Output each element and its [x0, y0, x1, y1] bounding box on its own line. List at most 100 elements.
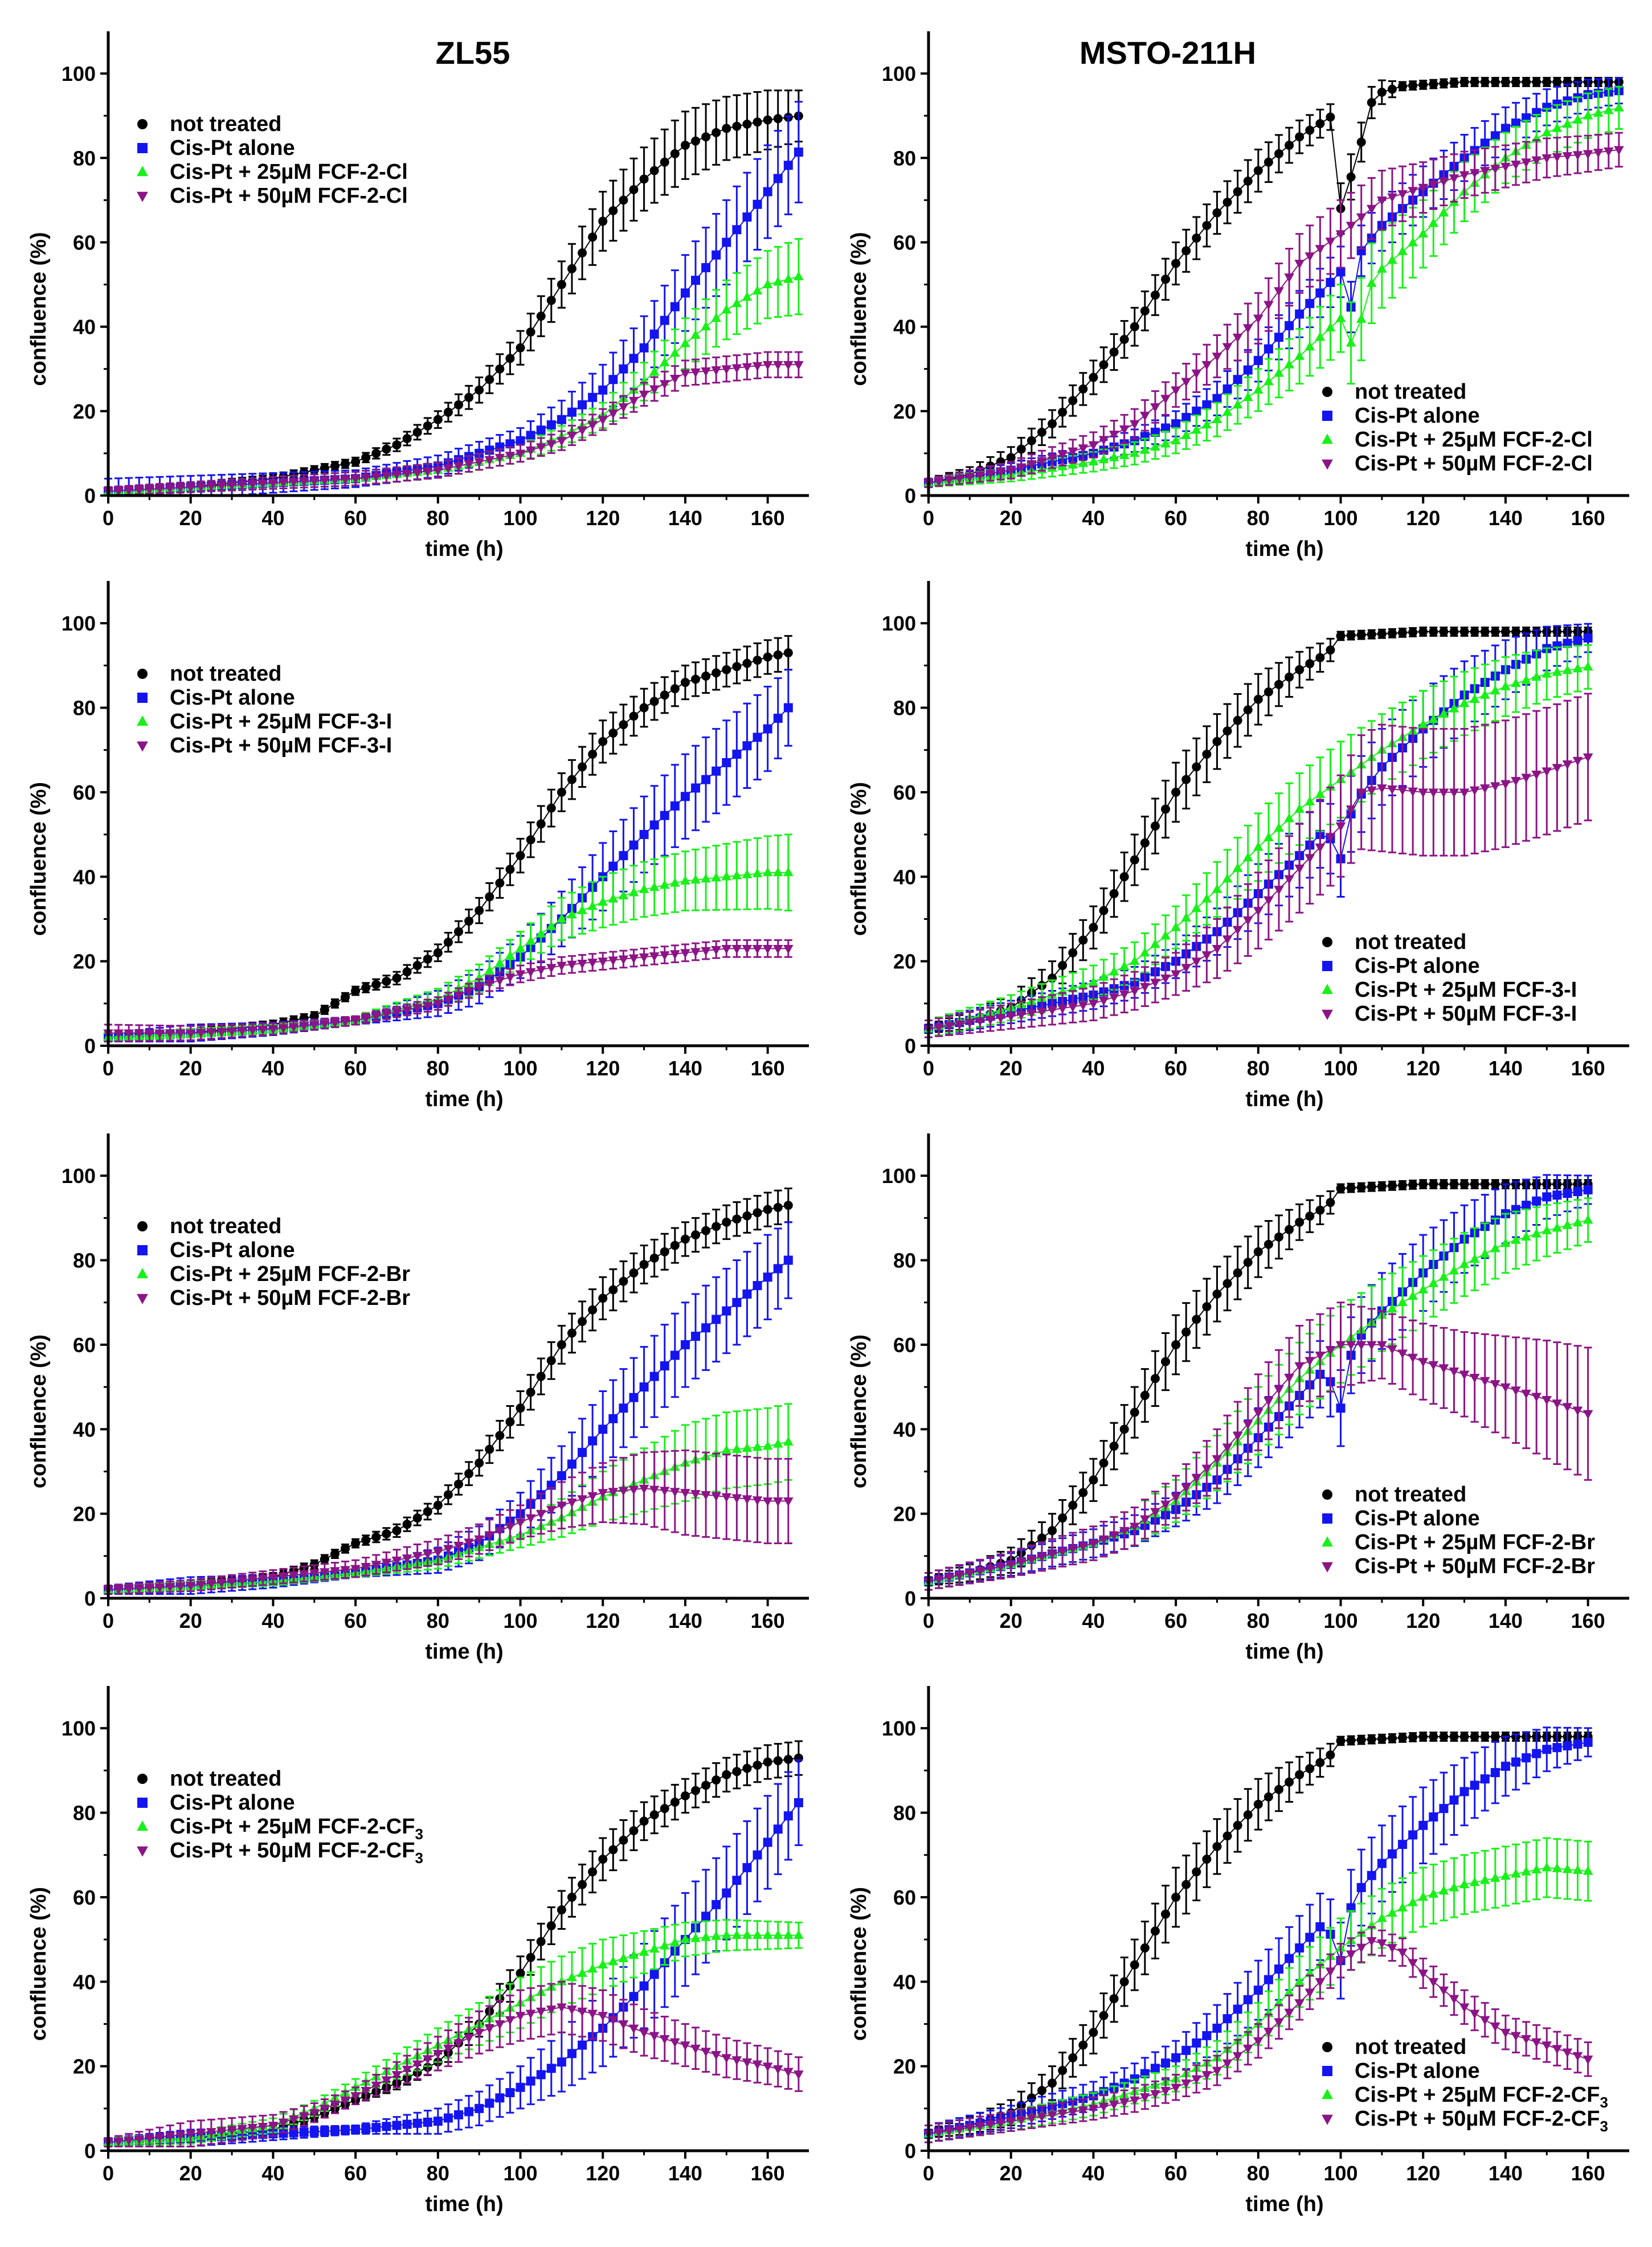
data-point [422, 1002, 433, 1012]
data-point [680, 338, 690, 347]
column-title-zl55: ZL55 [436, 35, 510, 71]
data-point [794, 271, 804, 281]
data-point [144, 485, 155, 495]
legend-marker [1322, 459, 1333, 470]
data-point [944, 476, 954, 485]
data-point [309, 477, 320, 486]
x-tick-label: 60 [344, 506, 367, 530]
data-point [371, 1012, 382, 1022]
data-point [505, 452, 516, 461]
legend-marker [1322, 433, 1333, 444]
y-tick-label: 80 [73, 697, 96, 720]
data-point [1469, 786, 1480, 796]
legend-label: Cis-Pt + 50µM FCF-3-I [1355, 1002, 1577, 1026]
data-point [1438, 788, 1449, 798]
data-point [113, 487, 124, 497]
data-point [1583, 661, 1593, 671]
data-point [772, 361, 783, 370]
data-point [680, 369, 690, 379]
chart-panel-2: 0 20 40 60 80 100 0 20 40 60 80 100 120 140 160 time (h… [847, 31, 1629, 561]
data-point [257, 1025, 268, 1035]
data-point [1583, 753, 1593, 763]
data-point [680, 949, 690, 959]
data-point [525, 446, 536, 456]
data-point [525, 968, 536, 977]
data-point [330, 1018, 340, 1028]
data-point [783, 648, 793, 658]
data-point [608, 956, 619, 966]
data-point [1181, 912, 1192, 922]
legend-marker [137, 715, 148, 726]
data-point [742, 944, 753, 954]
data-point [227, 1027, 237, 1037]
data-point [557, 961, 567, 971]
data-point [1604, 105, 1614, 114]
legend-marker [137, 693, 148, 703]
data-point [783, 361, 794, 370]
data-point [1449, 788, 1459, 798]
data-point [1016, 463, 1027, 473]
data-point [391, 1008, 402, 1018]
legend-label: not treated [170, 112, 281, 136]
data-point [711, 366, 722, 376]
data-point [1614, 146, 1624, 155]
data-point [227, 481, 237, 491]
data-point [1583, 150, 1593, 159]
data-point [1129, 448, 1140, 457]
data-point [783, 273, 794, 283]
data-point [934, 477, 944, 487]
data-point [618, 955, 629, 965]
data-point [320, 1020, 330, 1029]
data-point [1531, 770, 1542, 780]
y-tick-label: 20 [893, 950, 916, 973]
data-point [1593, 107, 1604, 117]
series-4-group [103, 351, 804, 497]
data-point [985, 469, 996, 479]
legend-item: not treated [1322, 930, 1466, 954]
data-point [1078, 1001, 1089, 1011]
y-axis-label: confluence (%) [847, 782, 871, 936]
data-point [762, 867, 773, 877]
x-tick-label: 140 [1489, 1057, 1523, 1080]
x-axis-label: time (h) [1245, 537, 1323, 561]
x-tick-label: 160 [1571, 1057, 1605, 1080]
data-point [443, 464, 453, 474]
data-point [278, 478, 289, 488]
legend-marker [137, 166, 148, 177]
data-point [1242, 916, 1253, 926]
data-point [1335, 822, 1346, 832]
data-point [752, 362, 763, 371]
data-point [1294, 803, 1305, 813]
data-point [1377, 784, 1387, 794]
data-point [1531, 156, 1542, 166]
data-point [1397, 190, 1408, 199]
legend-label: Cis-Pt + 25µM FCF-3-I [1355, 978, 1577, 1002]
data-point [484, 980, 495, 989]
data-point [649, 882, 660, 891]
data-point [1263, 832, 1274, 842]
data-point [1212, 353, 1222, 362]
data-point [1253, 907, 1263, 916]
data-point [1274, 822, 1284, 832]
data-point [1098, 454, 1109, 464]
series-1-group [104, 89, 803, 497]
x-tick-label: 40 [1082, 1057, 1105, 1080]
data-point [1490, 165, 1500, 174]
legend-marker [1322, 411, 1332, 421]
data-point [1027, 1009, 1037, 1019]
data-point [1387, 255, 1397, 264]
data-point [964, 473, 975, 482]
x-axis-label: time (h) [1245, 1087, 1323, 1111]
data-point [1418, 788, 1429, 798]
data-point [772, 944, 783, 954]
y-axis-label: confluence (%) [847, 232, 871, 386]
data-point [1068, 459, 1078, 469]
data-point [1232, 862, 1243, 872]
data-point [1552, 666, 1563, 676]
y-tick-label: 100 [62, 62, 96, 85]
legend-label: not treated [170, 662, 281, 686]
y-tick-label: 20 [893, 400, 916, 423]
data-point [721, 871, 732, 881]
x-tick-label: 160 [751, 1057, 785, 1080]
